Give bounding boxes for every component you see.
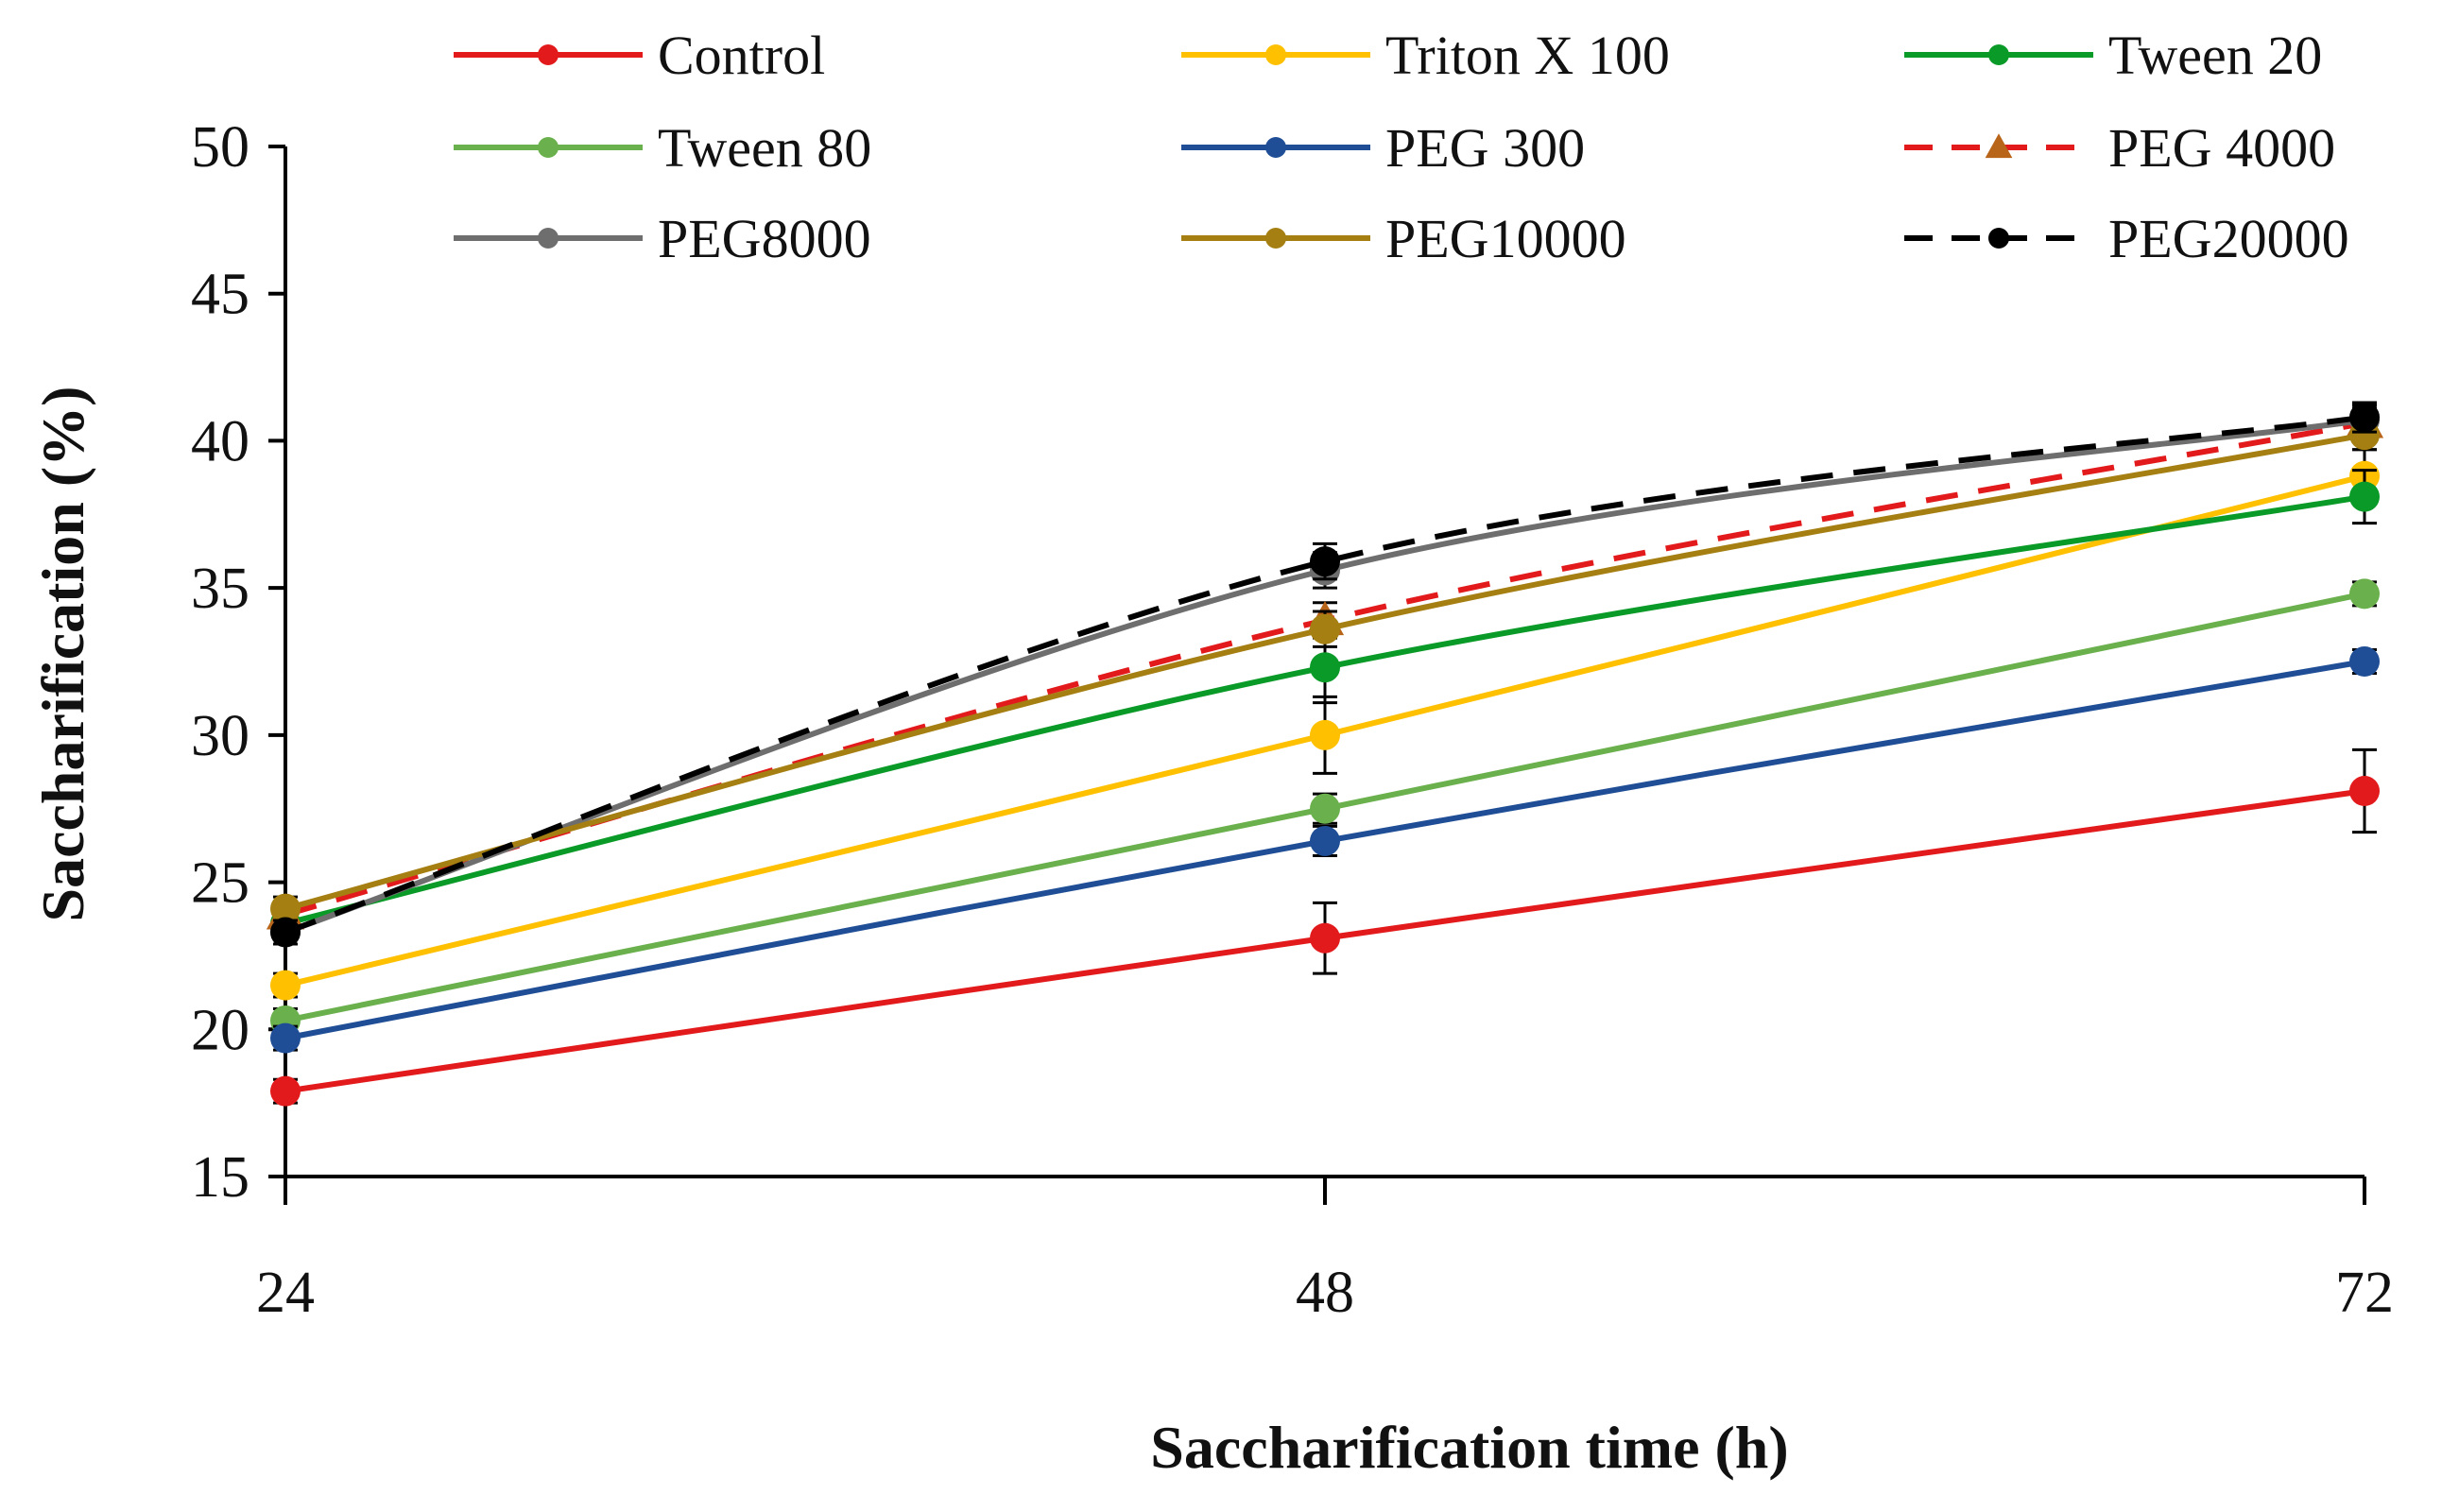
x-tick-label: 72 xyxy=(2335,1261,2394,1325)
x-axis-title: Saccharification time (h) xyxy=(1150,1414,1788,1481)
legend-label: Tween 80 xyxy=(658,117,871,179)
y-tick-label: 25 xyxy=(191,851,249,916)
legend-label: Triton X 100 xyxy=(1385,25,1670,86)
data-point xyxy=(270,1022,301,1054)
data-point xyxy=(538,44,559,65)
data-point xyxy=(1988,44,2009,65)
legend-label: PEG10000 xyxy=(1385,208,1626,269)
y-axis: 15 20 25 30 35 40 45 50 xyxy=(191,115,287,1210)
y-tick-label: 15 xyxy=(191,1145,249,1210)
y-tick-label: 30 xyxy=(191,704,249,768)
plot-area xyxy=(266,401,2384,1107)
legend-label: Tween 20 xyxy=(2108,25,2322,86)
data-point xyxy=(1265,228,1286,249)
data-point xyxy=(270,1075,301,1107)
y-tick-label: 50 xyxy=(191,115,249,180)
data-point xyxy=(2349,776,2380,807)
legend-item: Tween 80 xyxy=(454,117,871,179)
data-point xyxy=(538,137,559,158)
data-point xyxy=(1310,613,1340,644)
data-point xyxy=(270,893,301,924)
series-line xyxy=(284,414,2365,936)
y-axis-title: Saccharification (%) xyxy=(29,387,96,922)
legend-label: PEG 4000 xyxy=(2108,117,2335,179)
legend: Control Triton X 100 Tween 20 Tween 80 PEG 3… xyxy=(454,25,2349,269)
data-point xyxy=(270,970,301,1001)
data-point xyxy=(270,917,301,948)
series-peg-300 xyxy=(270,646,2380,1054)
data-point xyxy=(1310,922,1340,954)
y-tick-label: 45 xyxy=(191,263,249,327)
x-axis: 24 48 72 xyxy=(256,1175,2394,1325)
data-point xyxy=(1985,133,2013,159)
legend-label: PEG20000 xyxy=(2108,208,2349,269)
legend-item: PEG10000 xyxy=(1181,208,1626,269)
data-point xyxy=(1310,652,1340,683)
legend-item: Tween 20 xyxy=(1904,25,2322,86)
series-control xyxy=(270,747,2380,1107)
x-tick-label: 48 xyxy=(1296,1261,1354,1325)
legend-item: PEG 4000 xyxy=(1904,117,2335,179)
legend-label: PEG 300 xyxy=(1385,117,1585,179)
data-point xyxy=(2349,481,2380,512)
series-tween-80 xyxy=(270,578,2380,1036)
legend-label: PEG8000 xyxy=(658,208,871,269)
y-tick-label: 40 xyxy=(191,409,249,473)
data-point xyxy=(1265,44,1286,65)
data-point xyxy=(1265,137,1286,158)
y-tick-label: 20 xyxy=(191,998,249,1062)
data-point xyxy=(2349,578,2380,610)
legend-item: PEG8000 xyxy=(454,208,871,269)
data-point xyxy=(1988,228,2009,249)
series-peg20000 xyxy=(270,401,2380,948)
legend-item: Triton X 100 xyxy=(1181,25,1670,86)
data-point xyxy=(2349,646,2380,677)
y-tick-label: 35 xyxy=(191,557,249,621)
data-point xyxy=(1310,719,1340,750)
legend-item: Control xyxy=(454,25,825,86)
data-point xyxy=(2349,402,2380,433)
data-point xyxy=(1310,546,1340,577)
legend-item: PEG 300 xyxy=(1181,117,1585,179)
legend-item: PEG20000 xyxy=(1904,208,2349,269)
x-tick-label: 24 xyxy=(256,1261,315,1325)
data-point xyxy=(1310,793,1340,824)
data-point xyxy=(1310,825,1340,856)
legend-label: Control xyxy=(658,25,825,86)
data-point xyxy=(538,228,559,249)
